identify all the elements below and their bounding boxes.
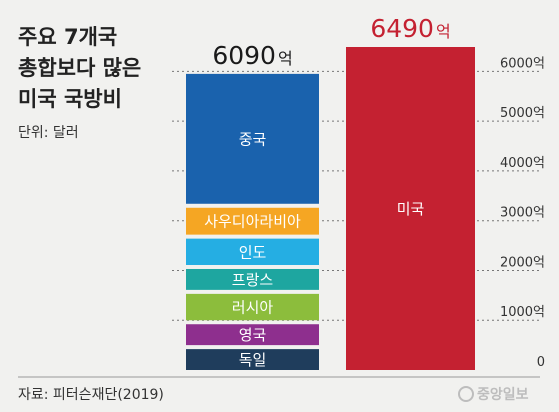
segment-label: 사우디아라비아 xyxy=(204,213,301,231)
logo-mark-icon xyxy=(458,386,474,402)
y-tick-label: 3000억 xyxy=(500,206,545,221)
y-tick-label: 4000억 xyxy=(500,156,545,171)
segment-label: 인도 xyxy=(239,243,267,261)
bar-segment xyxy=(186,324,319,346)
title: 주요 7개국 총합보다 많은 미국 국방비 xyxy=(18,25,141,111)
bar-total-label: 6490 억 xyxy=(370,14,450,43)
source-text: 자료: 피터슨재단(2019) xyxy=(18,387,164,403)
y-tick-label: 0 xyxy=(537,355,545,370)
y-tick-label: 5000억 xyxy=(500,106,545,121)
segment-label: 러시아 xyxy=(232,299,274,317)
segment-label: 영국 xyxy=(239,326,267,344)
logo-text: 중앙일보 xyxy=(477,386,529,403)
bar-total-label: 6090 억 xyxy=(212,41,292,70)
bar-segment xyxy=(346,47,475,370)
y-axis-ticks: 0 1000억 2000억 3000억 4000억 5000억 6000억 xyxy=(500,56,545,370)
segment-label: 미국 xyxy=(397,200,425,218)
bar-totals: 6090 억 6490 억 xyxy=(212,14,450,70)
bar-segment xyxy=(186,349,319,370)
bar-segment xyxy=(186,268,319,290)
segment-label: 독일 xyxy=(239,351,267,369)
bar-segment xyxy=(186,207,319,235)
title-line-3: 미국 국방비 xyxy=(18,87,122,111)
y-tick-label: 2000억 xyxy=(500,255,545,270)
title-line-2: 총합보다 많은 xyxy=(18,56,141,80)
unit-label: 단위: 달러 xyxy=(18,125,79,141)
bar-segment xyxy=(186,238,319,265)
segment-label: 프랑스 xyxy=(232,271,274,289)
logo: 중앙일보 xyxy=(458,386,529,403)
bar-segment xyxy=(186,73,319,204)
y-tick-label: 6000억 xyxy=(500,56,545,71)
title-line-1: 주요 7개국 xyxy=(18,25,117,49)
y-tick-label: 1000억 xyxy=(500,305,545,320)
bar-segment xyxy=(186,293,319,321)
segment-label: 중국 xyxy=(239,130,267,148)
